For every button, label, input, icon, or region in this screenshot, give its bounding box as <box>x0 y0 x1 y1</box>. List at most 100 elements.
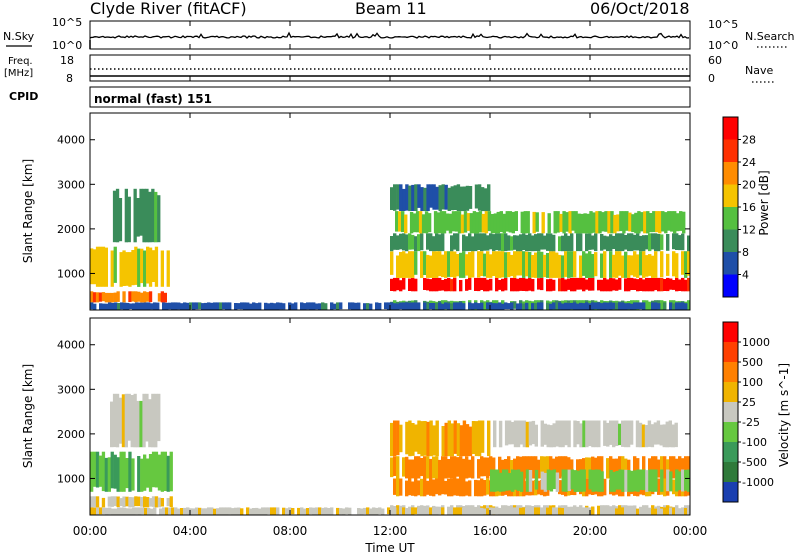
power-cell <box>396 255 400 278</box>
velocity-cell <box>648 507 652 515</box>
power-cell <box>147 302 151 310</box>
power-cell <box>426 254 430 278</box>
velocity-cell <box>381 508 385 515</box>
power-cell <box>156 302 160 310</box>
power-cell <box>463 211 468 233</box>
power-cell <box>162 302 166 310</box>
power-cell <box>459 302 463 310</box>
velocity-cell <box>626 420 631 448</box>
velocity-cell <box>112 393 117 448</box>
power-cell <box>588 233 592 250</box>
velocity-cell <box>519 471 524 492</box>
velocity-cell <box>186 507 190 515</box>
nsky-tick-bottom: 10^0 <box>52 39 82 52</box>
power-cell <box>405 184 409 211</box>
velocity-cell <box>134 496 138 507</box>
power-cell <box>547 213 551 234</box>
power-cell <box>619 211 623 232</box>
velocity-cell <box>420 458 424 477</box>
power-cell <box>133 188 137 243</box>
power-cell <box>143 250 147 287</box>
cpid-label: CPID <box>9 90 38 103</box>
velocity-colorbar-label: 500 <box>742 356 763 369</box>
velocity-cell <box>471 421 476 454</box>
power-cell <box>642 235 646 252</box>
velocity-cell <box>531 456 535 479</box>
power-cell <box>357 302 361 310</box>
power-cell <box>532 211 536 234</box>
power-cell <box>501 251 505 278</box>
x-axis-title: Time UT <box>364 541 415 554</box>
nsearch-label: N.Search <box>745 30 795 43</box>
velocity-cell <box>128 497 132 508</box>
power-cell <box>146 292 150 302</box>
power-cell <box>679 211 683 231</box>
power-cell <box>483 233 487 251</box>
velocity-band-6 <box>490 469 691 492</box>
velocity-cell <box>510 460 514 477</box>
velocity-cell <box>426 456 430 479</box>
velocity-cell <box>657 459 661 478</box>
velocity-cell <box>555 456 559 479</box>
velocity-cell <box>107 496 111 507</box>
nsearch-tick-bottom: 10^0 <box>708 39 738 52</box>
velocity-cell <box>120 507 124 515</box>
power-cell <box>621 302 625 310</box>
power-cell <box>672 303 676 310</box>
velocity-cell <box>507 456 511 476</box>
power-cell <box>398 211 402 232</box>
power-cell <box>636 233 640 251</box>
velocity-cell <box>555 420 559 447</box>
velocity-cell <box>627 459 631 479</box>
velocity-cell <box>618 456 622 479</box>
velocity-cell <box>459 507 463 515</box>
velocity-cell <box>585 478 589 497</box>
power-cell <box>606 236 610 252</box>
power-cell <box>658 211 662 234</box>
velocity-cell <box>648 458 652 479</box>
velocity-cell <box>678 456 682 479</box>
power-colorbar-label: 4 <box>742 269 749 282</box>
velocity-cell <box>387 507 391 515</box>
power-cell <box>444 251 448 278</box>
velocity-cell <box>630 508 634 515</box>
velocity-cell <box>647 420 652 447</box>
velocity-cell <box>579 469 583 492</box>
velocity-cell <box>450 456 454 479</box>
power-cell <box>134 246 138 285</box>
velocity-cell <box>669 471 673 492</box>
power-cell <box>474 184 479 209</box>
velocity-cell <box>306 508 310 515</box>
power-cell <box>648 278 652 292</box>
power-cell <box>480 302 484 310</box>
velocity-cell <box>348 507 352 515</box>
x-tick-label: 20:00 <box>573 524 608 538</box>
power-cell <box>408 251 412 278</box>
velocity-cell <box>423 478 427 497</box>
power-cell <box>600 279 604 292</box>
velocity-cell <box>189 508 193 515</box>
power-cell <box>570 302 574 310</box>
power-cell <box>131 250 135 286</box>
power-cell <box>648 233 652 252</box>
velocity-cell <box>606 422 610 447</box>
power-cell <box>471 251 475 278</box>
velocity-cell <box>483 508 487 515</box>
velocity-cell <box>468 480 472 497</box>
velocity-colorbar-frame <box>722 321 739 503</box>
velocity-cell <box>546 507 550 515</box>
velocity-cell <box>118 397 123 444</box>
velocity-cell <box>447 478 451 497</box>
power-cell <box>651 233 655 250</box>
power-cell <box>465 185 470 211</box>
velocity-cell <box>92 496 97 508</box>
power-cell <box>95 292 100 303</box>
power-cell <box>504 233 508 252</box>
power-cell <box>119 252 123 287</box>
power-cell <box>435 302 439 310</box>
power-cell <box>219 302 223 310</box>
power-cell <box>213 302 217 310</box>
velocity-cell <box>157 454 162 491</box>
power-colorbar-segment <box>723 207 738 230</box>
power-cell <box>390 302 394 310</box>
